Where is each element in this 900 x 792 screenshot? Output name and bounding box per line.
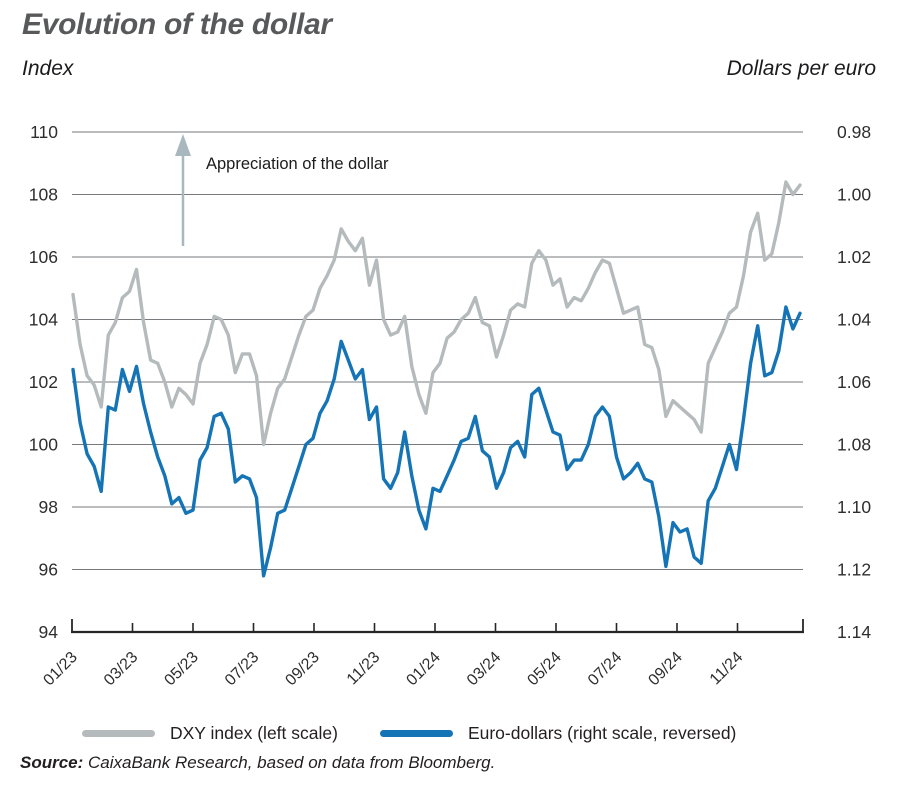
- y-axis-label-right: 1.08: [837, 435, 871, 455]
- x-axis-label: 11/23: [344, 649, 384, 689]
- annotation-text: Appreciation of the dollar: [206, 155, 389, 173]
- x-axis-label: 11/24: [707, 649, 747, 689]
- x-axis-label: 07/24: [585, 649, 625, 689]
- x-axis-label: 07/23: [222, 649, 262, 689]
- left-axis-title: Index: [22, 57, 74, 80]
- y-axis-label-left: 110: [30, 122, 58, 142]
- legend-item-dxy: DXY index (left scale): [82, 723, 338, 744]
- x-axis-label: 09/23: [282, 649, 322, 689]
- x-axis-label: 05/24: [524, 649, 564, 689]
- up-arrow-head-icon: [175, 134, 191, 156]
- axis-titles-row: Index Dollars per euro: [22, 57, 876, 81]
- x-axis-label: 05/23: [161, 649, 201, 689]
- x-axis-label: 03/24: [464, 649, 504, 689]
- source-prefix: Source:: [20, 753, 84, 772]
- legend-item-eurusd: Euro-dollars (right scale, reversed): [379, 723, 737, 744]
- chart-legend: DXY index (left scale) Euro-dollars (rig…: [82, 723, 736, 744]
- y-axis-label-right: 1.14: [837, 622, 871, 642]
- legend-label-dxy: DXY index (left scale): [170, 723, 338, 743]
- legend-label-eurusd: Euro-dollars (right scale, reversed): [467, 723, 737, 743]
- series-layer: [71, 180, 802, 578]
- x-axis-label: 09/24: [645, 649, 685, 689]
- y-axis-label-left: 106: [29, 247, 58, 267]
- y-axis-label-right: 1.12: [837, 560, 871, 580]
- y-axis-label-left: 96: [39, 560, 58, 580]
- y-axis-label-left: 104: [29, 310, 58, 330]
- y-axis-label-left: 100: [29, 435, 58, 455]
- x-axis-label: 03/23: [101, 649, 141, 689]
- dxy-line-swatch-icon: [82, 730, 155, 737]
- y-axis-label-right: 1.04: [837, 310, 871, 330]
- y-axis-label-left: 108: [29, 185, 58, 205]
- y-axis-label-left: 98: [39, 497, 58, 517]
- y-axis-label-right: 0.98: [837, 122, 871, 142]
- dxy-line: [71, 180, 802, 447]
- source-note: Source: CaixaBank Research, based on dat…: [20, 753, 495, 773]
- y-axis-label-left: 102: [29, 372, 58, 392]
- eurusd-line: [71, 305, 802, 578]
- y-axis-label-right: 1.02: [837, 247, 871, 267]
- y-axis-label-right: 1.06: [837, 372, 871, 392]
- y-axis-label-right: 1.00: [837, 185, 871, 205]
- eurusd-line-swatch-icon: [379, 730, 453, 737]
- y-axis-label-right: 1.10: [837, 497, 871, 517]
- chart-title: Evolution of the dollar: [22, 8, 332, 41]
- x-axis-label: 01/24: [403, 649, 443, 689]
- y-axis-label-left: 94: [39, 622, 59, 642]
- right-axis-title: Dollars per euro: [726, 57, 876, 80]
- x-axis-label: 01/23: [40, 649, 80, 689]
- source-text: CaixaBank Research, based on data from B…: [83, 753, 496, 772]
